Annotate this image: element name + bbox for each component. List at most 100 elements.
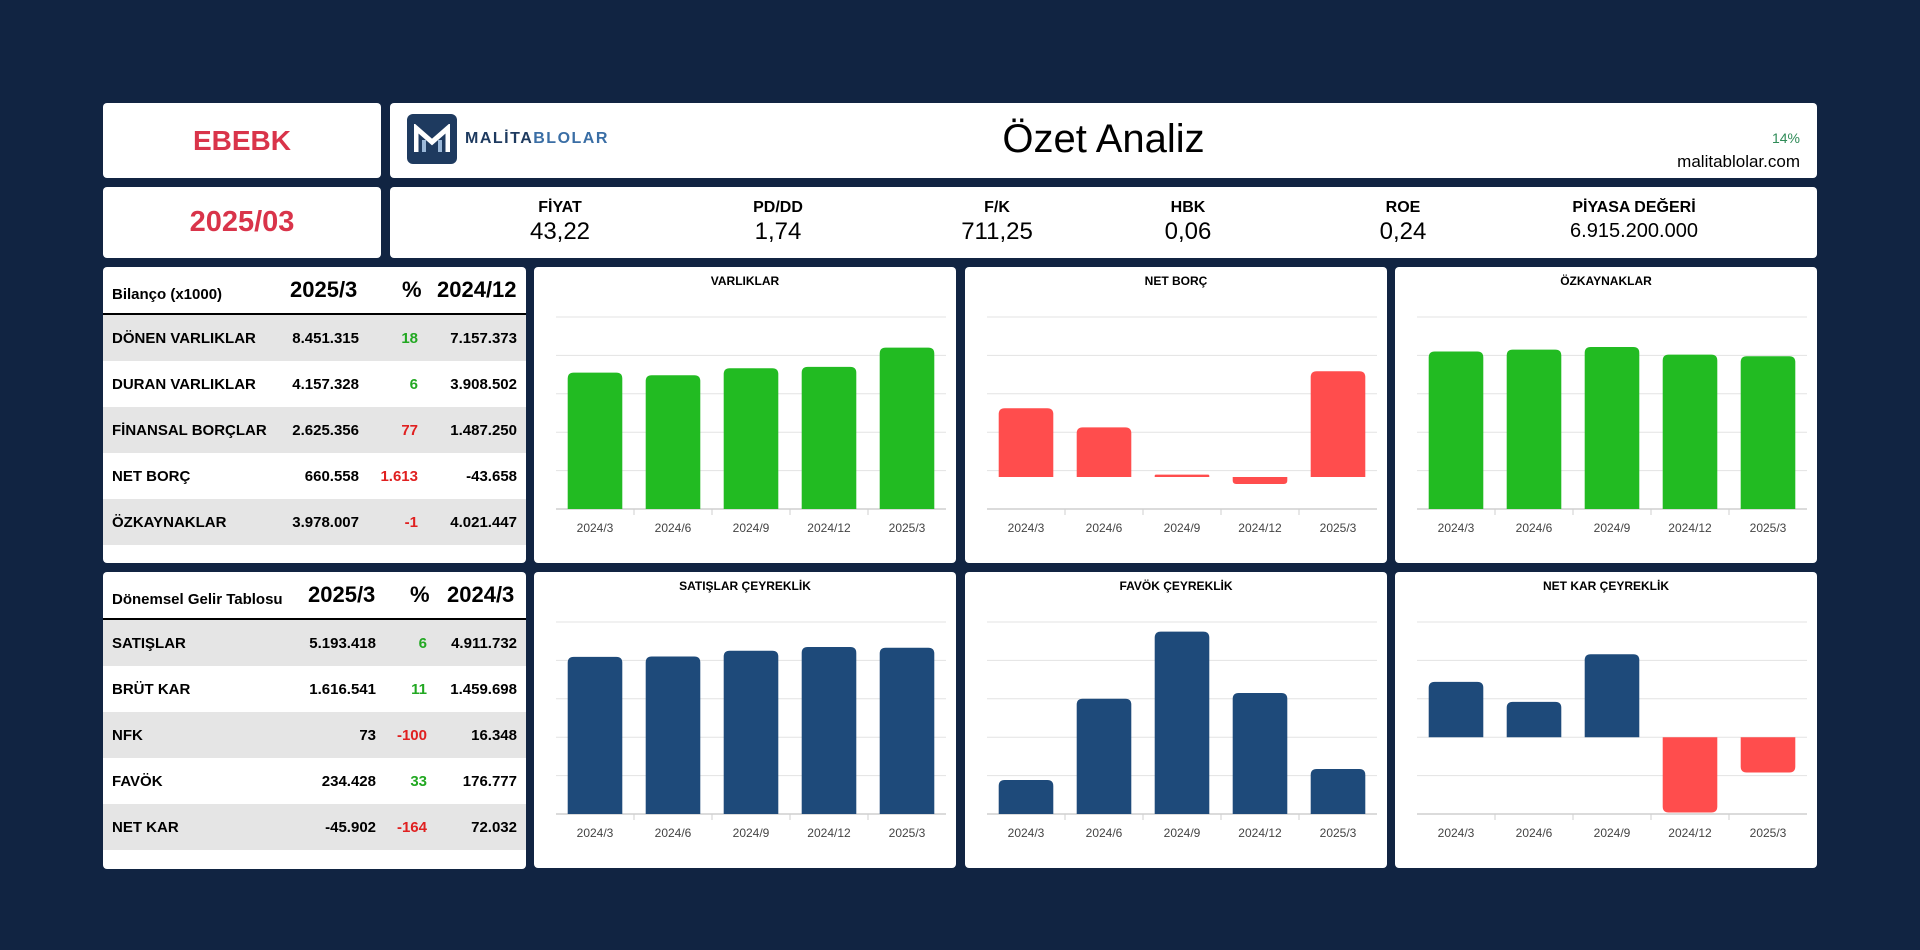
bar[interactable]: [879, 647, 935, 814]
row-percent: 33: [410, 772, 427, 790]
row-value-previous: 7.157.373: [450, 329, 517, 347]
metrics-card: FİYAT 43,22 PD/DD 1,74 F/K 711,25 HBK 0,06 R…: [390, 187, 1817, 258]
metric-value: 6.915.200.000: [1570, 220, 1698, 242]
x-tick-label: 2025/3: [1750, 521, 1787, 535]
table-row: BRÜT KAR 1.616.541 11 1.459.698: [103, 666, 526, 712]
metric-label: PD/DD: [753, 199, 803, 216]
report-period: 2025/03: [189, 206, 295, 238]
x-tick-label: 2025/3: [889, 521, 926, 535]
bar[interactable]: [801, 366, 857, 509]
bar[interactable]: [1584, 654, 1640, 738]
bar[interactable]: [723, 368, 779, 509]
col-current: 2025/3: [290, 277, 358, 302]
bar[interactable]: [1740, 737, 1796, 773]
x-tick-label: 2024/12: [807, 826, 851, 840]
chart-svg: 2024/3 2024/6 2024/9 2024/12 2025/3: [1417, 621, 1807, 840]
row-name: FAVÖK: [112, 772, 163, 790]
row-name: NFK: [112, 726, 143, 744]
x-tick-label: 2024/3: [1438, 521, 1475, 535]
row-value-current: 660.558: [304, 467, 359, 485]
row-value-current: 2.625.356: [292, 421, 359, 439]
bar[interactable]: [1310, 371, 1366, 477]
table-row: DURAN VARLIKLAR 4.157.328 6 3.908.502: [103, 361, 526, 407]
x-tick-label: 2025/3: [1320, 826, 1357, 840]
bar[interactable]: [567, 656, 623, 814]
bar[interactable]: [567, 372, 623, 509]
row-value-current: 1.616.541: [309, 680, 376, 698]
metric-label: F/K: [984, 199, 1010, 216]
bar[interactable]: [1076, 698, 1132, 814]
ticker-symbol: EBEBK: [192, 124, 291, 156]
row-percent: 18: [401, 329, 418, 347]
bar[interactable]: [1232, 477, 1288, 484]
col-previous: 2024/12: [437, 277, 517, 302]
row-value-previous: 72.032: [471, 818, 517, 836]
bar[interactable]: [645, 375, 701, 509]
chart-title: VARLIKLAR: [710, 274, 780, 288]
row-percent: -164: [396, 818, 427, 836]
chart-svg: 2024/3 2024/6 2024/9 2024/12 2025/3: [556, 316, 946, 535]
bar[interactable]: [879, 347, 935, 509]
bar[interactable]: [1310, 768, 1366, 814]
bar[interactable]: [1740, 356, 1796, 509]
bar[interactable]: [998, 408, 1054, 477]
table-header: Bilanço (x1000) 2025/3 % 2024/12: [103, 267, 526, 315]
header-percent: 14%: [1771, 130, 1800, 146]
chart-svg: 2024/3 2024/6 2024/9 2024/12 2025/3: [556, 621, 946, 840]
bar[interactable]: [645, 656, 701, 814]
metric-roe: ROE 0,24: [1293, 187, 1513, 246]
chart-title: FAVÖK ÇEYREKLİK: [1119, 579, 1233, 593]
bar[interactable]: [1154, 474, 1210, 477]
row-value-current: -45.902: [325, 818, 376, 836]
row-value-current: 73: [359, 726, 376, 744]
bar[interactable]: [1662, 354, 1718, 509]
row-value-previous: 176.777: [462, 772, 517, 790]
metric-fk: F/K 711,25: [887, 187, 1107, 246]
bar[interactable]: [801, 646, 857, 814]
page-title: Özet Analiz: [1002, 117, 1205, 161]
logo-text-a: MALİTA: [465, 130, 534, 147]
x-tick-label: 2024/6: [1516, 826, 1553, 840]
bar[interactable]: [1428, 681, 1484, 738]
bar[interactable]: [1428, 351, 1484, 509]
x-tick-label: 2024/3: [577, 521, 614, 535]
row-percent: -100: [396, 726, 427, 744]
bar[interactable]: [1506, 701, 1562, 738]
bar[interactable]: [1232, 693, 1288, 814]
row-value-previous: 16.348: [471, 726, 517, 744]
row-value-previous: 3.908.502: [450, 375, 517, 393]
row-name: BRÜT KAR: [112, 680, 191, 698]
x-tick-label: 2024/6: [655, 826, 692, 840]
bar[interactable]: [1584, 346, 1640, 509]
x-tick-label: 2024/9: [1164, 521, 1201, 535]
chart-title: NET BORÇ: [1144, 274, 1208, 288]
bar[interactable]: [1506, 349, 1562, 509]
bar[interactable]: [1154, 631, 1210, 814]
table-row: SATIŞLAR 5.193.418 6 4.911.732: [103, 620, 526, 666]
brand-logo: MALİTABLOLAR: [407, 114, 609, 164]
period-card: 2025/03: [103, 187, 381, 258]
metric-value: 711,25: [961, 218, 1033, 245]
logo-text-b: BLOLAR: [533, 130, 609, 147]
row-name: NET BORÇ: [112, 467, 191, 485]
chart-assets: VARLIKLAR 2024/3 2024/6 2024/9 2024/12 2025/3: [534, 267, 956, 563]
x-tick-label: 2024/6: [1086, 521, 1123, 535]
x-tick-label: 2024/12: [807, 521, 851, 535]
x-tick-label: 2024/12: [1668, 521, 1712, 535]
bar[interactable]: [998, 780, 1054, 814]
metric-label: HBK: [1170, 199, 1206, 216]
chart-title: NET KAR ÇEYREKLİK: [1542, 579, 1669, 593]
x-tick-label: 2024/3: [1008, 521, 1045, 535]
bar[interactable]: [1076, 427, 1132, 477]
bar[interactable]: [1662, 737, 1718, 813]
row-name: SATIŞLAR: [112, 634, 186, 652]
balance-table: Bilanço (x1000) 2025/3 % 2024/12 DÖNEN V…: [103, 267, 526, 563]
chart-title: ÖZKAYNAKLAR: [1560, 274, 1652, 288]
row-name: DÖNEN VARLIKLAR: [112, 329, 256, 347]
row-percent: 1.613: [380, 467, 418, 485]
bar[interactable]: [723, 650, 779, 814]
row-value-previous: 1.459.698: [450, 680, 517, 698]
x-tick-label: 2025/3: [1750, 826, 1787, 840]
site-url[interactable]: malitablolar.com: [1677, 152, 1800, 171]
metric-value: 43,22: [529, 218, 591, 245]
